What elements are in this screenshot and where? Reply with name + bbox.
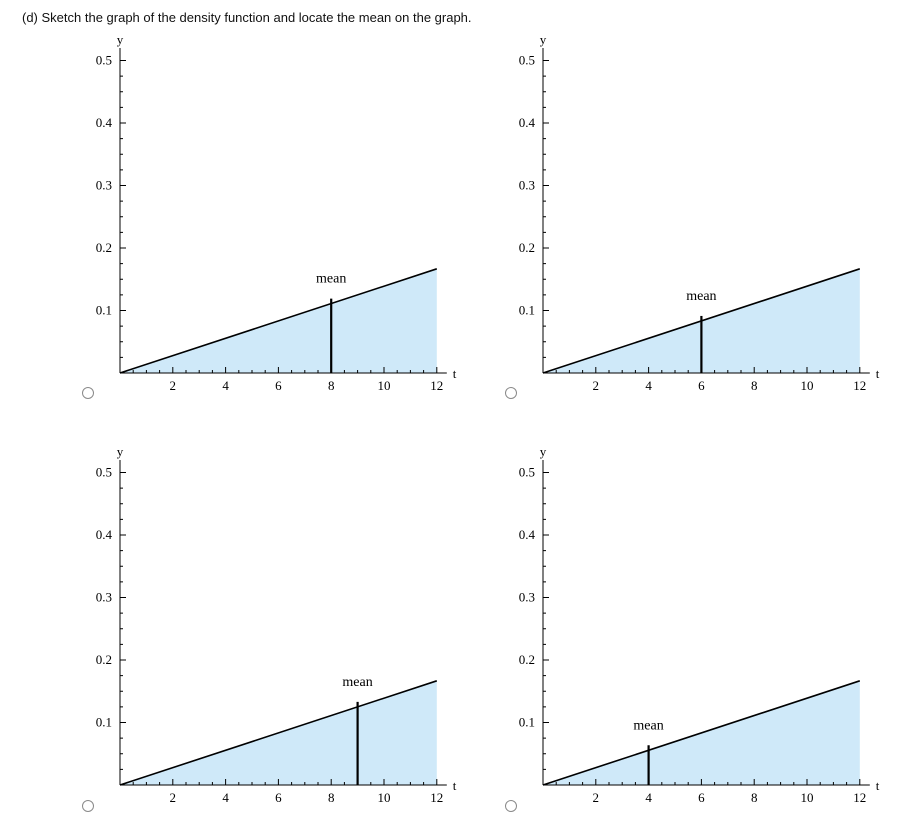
svg-text:0.1: 0.1 (519, 303, 535, 318)
option-1-radio[interactable] (82, 387, 94, 399)
svg-text:0.4: 0.4 (519, 115, 536, 130)
svg-text:4: 4 (645, 378, 652, 393)
svg-text:0.2: 0.2 (519, 652, 535, 667)
svg-text:6: 6 (698, 378, 705, 393)
x-axis-label: t (876, 778, 880, 793)
svg-text:4: 4 (222, 378, 229, 393)
svg-text:0.1: 0.1 (96, 303, 112, 318)
y-axis-label: y (117, 444, 124, 459)
svg-text:0.2: 0.2 (96, 652, 112, 667)
svg-text:10: 10 (801, 378, 814, 393)
mean-label: mean (316, 272, 346, 287)
svg-text:0.3: 0.3 (96, 178, 112, 193)
mean-label: mean (686, 289, 716, 304)
density-chart-option-2: 2 4 6 8 10 12 0.1 0.2 0.3 0.4 0.5 t y mean (519, 32, 880, 393)
svg-text:0.1: 0.1 (519, 715, 535, 730)
y-axis-label: y (540, 32, 547, 47)
svg-text:4: 4 (645, 790, 652, 805)
svg-text:12: 12 (853, 378, 866, 393)
question-text: (d) Sketch the graph of the density func… (22, 10, 472, 25)
svg-text:10: 10 (378, 378, 391, 393)
mean-label: mean (633, 718, 663, 733)
option-2-radio[interactable] (505, 387, 517, 399)
svg-text:0.4: 0.4 (96, 527, 113, 542)
density-line (119, 680, 438, 786)
svg-text:6: 6 (275, 378, 282, 393)
option-4-radio[interactable] (505, 800, 517, 812)
svg-text:8: 8 (751, 378, 758, 393)
svg-text:12: 12 (430, 790, 443, 805)
x-axis-label: t (453, 778, 457, 793)
svg-text:6: 6 (275, 790, 282, 805)
svg-text:0.2: 0.2 (96, 240, 112, 255)
svg-text:0.3: 0.3 (96, 590, 112, 605)
option-3-radio[interactable] (82, 800, 94, 812)
svg-text:0.5: 0.5 (519, 53, 535, 68)
svg-text:12: 12 (853, 790, 866, 805)
svg-text:0.3: 0.3 (519, 590, 535, 605)
svg-text:0.3: 0.3 (519, 178, 535, 193)
svg-text:8: 8 (751, 790, 758, 805)
mean-label: mean (342, 675, 372, 690)
svg-text:2: 2 (593, 378, 600, 393)
svg-text:0.4: 0.4 (96, 115, 113, 130)
svg-text:6: 6 (698, 790, 705, 805)
svg-text:4: 4 (222, 790, 229, 805)
y-axis-label: y (540, 444, 547, 459)
svg-text:2: 2 (170, 790, 177, 805)
svg-text:12: 12 (430, 378, 443, 393)
svg-text:2: 2 (170, 378, 177, 393)
svg-text:0.2: 0.2 (519, 240, 535, 255)
x-axis-label: t (453, 366, 457, 381)
svg-text:8: 8 (328, 790, 335, 805)
y-axis-label: y (117, 32, 124, 47)
density-chart-option-1: 2 4 6 8 10 12 0.1 0.2 0.3 0.4 0.5 t y mean (96, 32, 457, 393)
svg-text:2: 2 (593, 790, 600, 805)
density-chart-option-4: 2 4 6 8 10 12 0.1 0.2 0.3 0.4 0.5 t y mean (519, 444, 880, 805)
svg-text:0.4: 0.4 (519, 527, 536, 542)
svg-text:0.5: 0.5 (96, 53, 112, 68)
density-line (542, 680, 861, 786)
x-axis-label: t (876, 366, 880, 381)
svg-text:10: 10 (801, 790, 814, 805)
density-chart-option-3: 2 4 6 8 10 12 0.1 0.2 0.3 0.4 0.5 t y mean (96, 444, 457, 805)
svg-text:0.5: 0.5 (96, 465, 112, 480)
svg-text:8: 8 (328, 378, 335, 393)
svg-text:0.5: 0.5 (519, 465, 535, 480)
svg-text:0.1: 0.1 (96, 715, 112, 730)
density-line (119, 268, 438, 374)
svg-text:10: 10 (378, 790, 391, 805)
